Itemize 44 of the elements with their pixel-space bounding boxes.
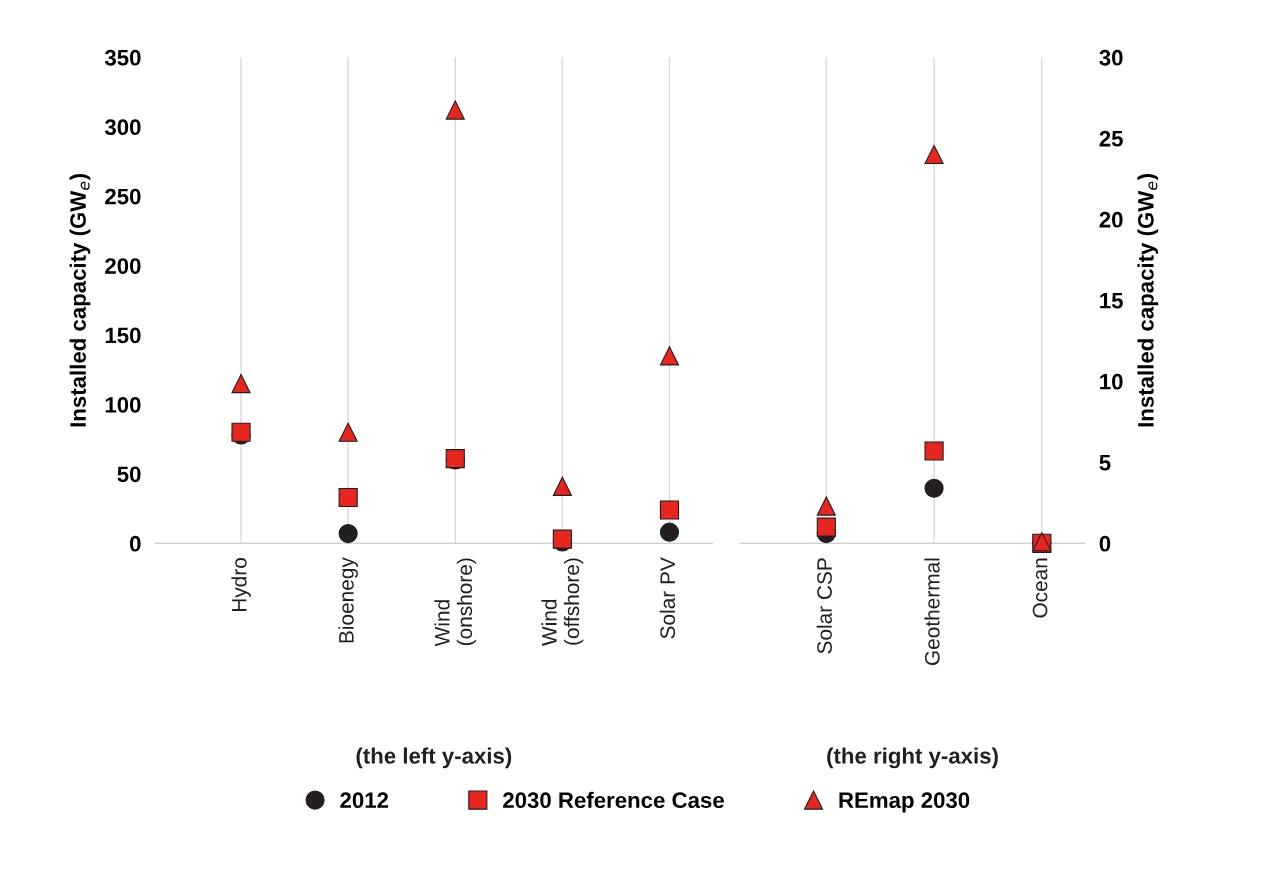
point bbox=[659, 346, 680, 366]
point bbox=[552, 476, 572, 496]
point bbox=[924, 441, 944, 461]
y2-tick-label: 5 bbox=[1099, 455, 1111, 471]
point bbox=[338, 524, 358, 544]
legend-label: 2030 Reference Case bbox=[503, 791, 724, 809]
y2-axis-title: Installed capacity (GW$_{e}$) bbox=[1137, 174, 1159, 427]
x-tick-label: Wind (offshore) bbox=[541, 558, 584, 646]
y-tick-label: 250 bbox=[105, 188, 141, 205]
x-tick-label: Solar PV bbox=[659, 557, 676, 639]
x-tick-label: Wind (onshore) bbox=[434, 558, 477, 647]
y2-tick-label: 20 bbox=[1099, 211, 1123, 228]
point bbox=[338, 487, 358, 508]
y2-tick-label: 25 bbox=[1099, 130, 1123, 147]
y-tick-label: 0 bbox=[129, 535, 141, 552]
point bbox=[659, 500, 680, 520]
x-tick-label: Hydro bbox=[231, 558, 251, 612]
point bbox=[338, 422, 358, 442]
y-tick-label: 200 bbox=[105, 258, 141, 274]
point bbox=[924, 478, 944, 498]
y-tick-label: 100 bbox=[105, 396, 141, 413]
y2-tick-label: 0 bbox=[1099, 535, 1111, 552]
point bbox=[816, 496, 836, 516]
point bbox=[231, 374, 251, 394]
point bbox=[445, 100, 465, 120]
legend-label: REmap 2030 bbox=[839, 792, 970, 813]
point bbox=[924, 144, 944, 165]
y-tick-label: 350 bbox=[104, 49, 141, 66]
x-tick-label: Geothermal bbox=[924, 558, 940, 665]
y-tick-label: 300 bbox=[104, 119, 141, 136]
y-axis-title: Installed capacity (GW$_{e}$) bbox=[69, 174, 91, 427]
y2-tick-label: 30 bbox=[1099, 49, 1123, 66]
text: (the left y-axis) bbox=[356, 747, 512, 769]
y-tick-label: 50 bbox=[117, 466, 141, 483]
y-tick-label: 150 bbox=[105, 327, 141, 344]
x-tick-label: Ocean bbox=[1032, 558, 1048, 618]
x-tick-label: Solar CSP bbox=[816, 558, 832, 654]
y2-tick-label: 10 bbox=[1100, 373, 1123, 390]
text: (the right y-axis) bbox=[827, 747, 998, 769]
point bbox=[816, 517, 836, 537]
x-tick-label: Bioenegy bbox=[338, 557, 358, 643]
legend-label: 2012 bbox=[340, 792, 389, 809]
point bbox=[659, 522, 680, 542]
y2-tick-label: 15 bbox=[1100, 293, 1123, 309]
